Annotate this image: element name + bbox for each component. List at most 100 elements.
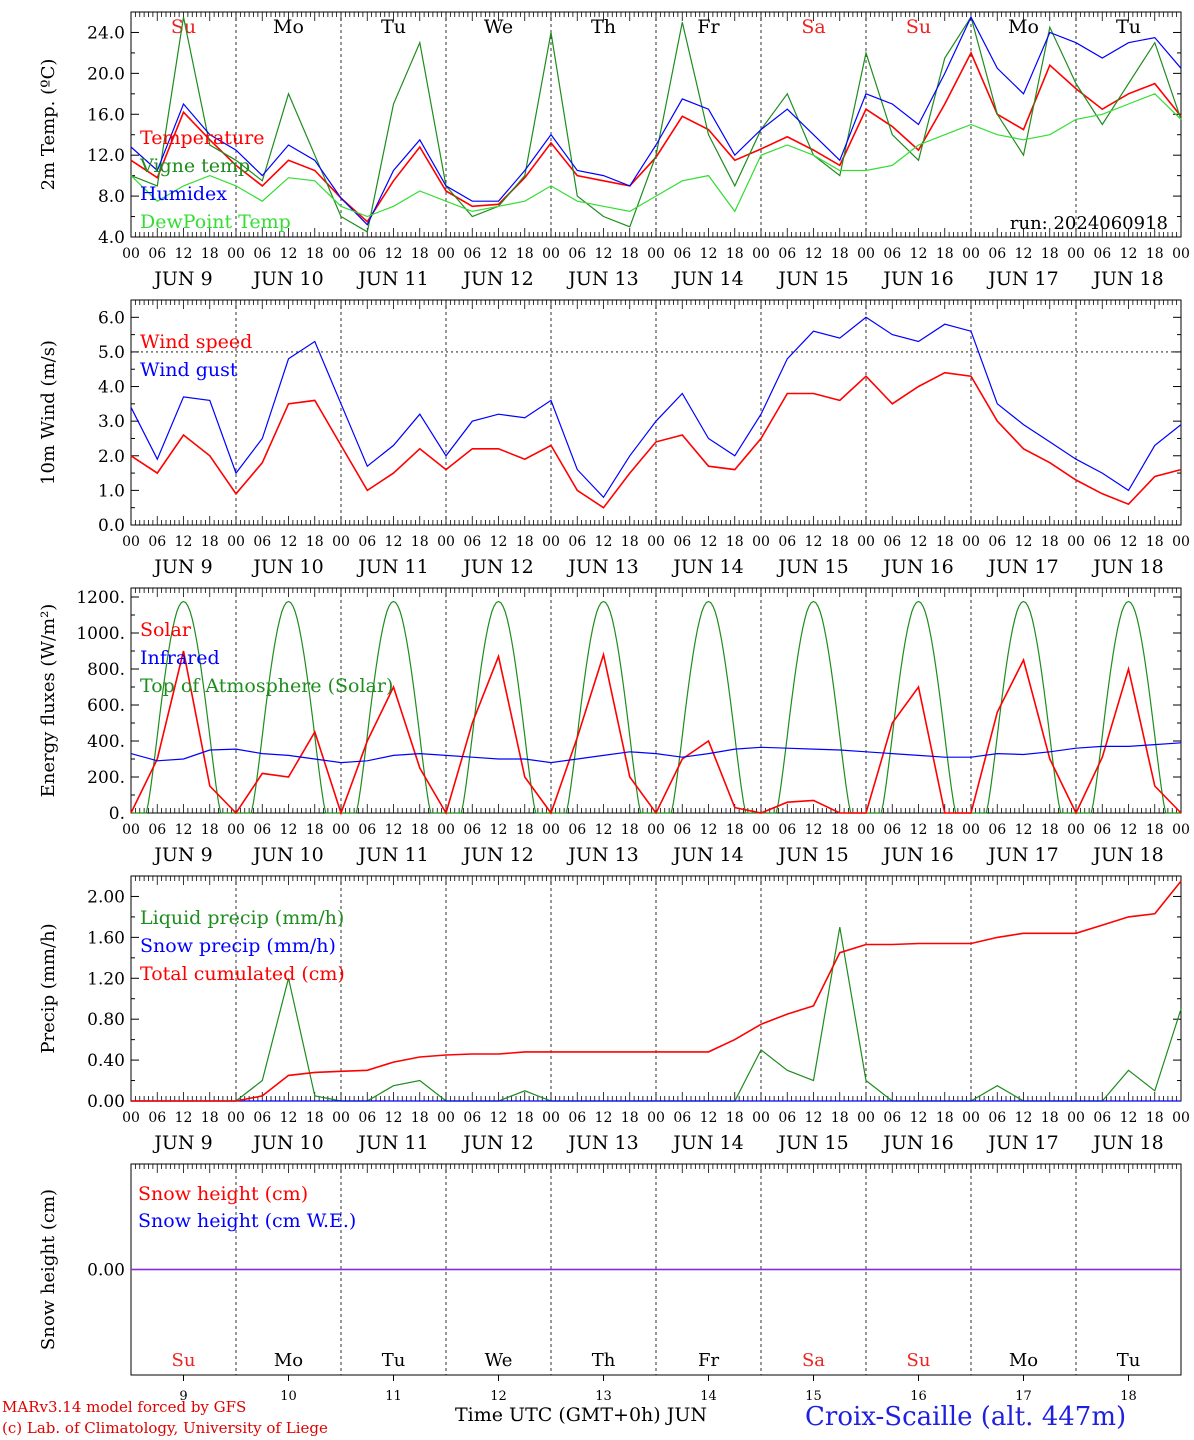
legend-humidex: Humidex bbox=[140, 183, 227, 205]
legend-top-of-atmosphere-solar-: Top of Atmosphere (Solar) bbox=[140, 675, 393, 697]
hour-label: 00 bbox=[1067, 246, 1085, 262]
hour-label: 00 bbox=[962, 822, 980, 838]
footer-model: MARv3.14 model forced by GFS bbox=[2, 1398, 247, 1416]
y-tick-label: 0.00 bbox=[87, 1261, 125, 1281]
date-label: JUN 16 bbox=[881, 844, 953, 866]
hour-label: 18 bbox=[1146, 1110, 1164, 1126]
hour-label: 00 bbox=[1172, 822, 1190, 838]
hour-label: 06 bbox=[1093, 534, 1111, 550]
day-number: 14 bbox=[700, 1389, 717, 1404]
date-label: JUN 11 bbox=[356, 556, 428, 578]
hour-label: 00 bbox=[647, 246, 665, 262]
hour-label: 12 bbox=[910, 1110, 928, 1126]
date-label: JUN 14 bbox=[671, 268, 743, 290]
hour-label: 12 bbox=[490, 534, 508, 550]
hour-label: 18 bbox=[516, 822, 534, 838]
y-tick-label: 8.0 bbox=[98, 187, 125, 207]
date-label: JUN 17 bbox=[986, 268, 1058, 290]
legend-liquid-precip-mm-h-: Liquid precip (mm/h) bbox=[140, 907, 344, 929]
hour-label: 18 bbox=[306, 534, 324, 550]
y-tick-label: 5.0 bbox=[98, 343, 125, 363]
y-tick-label: 1000. bbox=[76, 624, 125, 644]
panel-temp: 4.0 8.0 12.0 16.0 20.0 24.0 2m Temp. (ºC) 00 06 1… bbox=[38, 11, 1190, 290]
date-label: JUN 12 bbox=[461, 268, 533, 290]
date-label: JUN 17 bbox=[986, 844, 1058, 866]
legend-solar: Solar bbox=[140, 619, 192, 641]
hour-label: 12 bbox=[280, 822, 298, 838]
hour-label: 06 bbox=[568, 246, 586, 262]
hour-label: 06 bbox=[358, 246, 376, 262]
hour-label: 00 bbox=[647, 822, 665, 838]
date-label: JUN 12 bbox=[461, 556, 533, 578]
y-tick-label: 1.0 bbox=[98, 481, 125, 501]
hour-label: 06 bbox=[358, 822, 376, 838]
hour-label: 18 bbox=[621, 246, 639, 262]
series-line-temperature bbox=[130, 51, 1182, 223]
y-tick-label: 0.00 bbox=[87, 1092, 125, 1112]
hour-label: 00 bbox=[122, 534, 140, 550]
day-name: We bbox=[485, 1350, 513, 1371]
hour-label: 18 bbox=[936, 1110, 954, 1126]
day-number: 16 bbox=[910, 1389, 927, 1404]
date-label: JUN 16 bbox=[881, 1132, 953, 1154]
hour-label: 00 bbox=[332, 822, 350, 838]
y-tick-label: 12.0 bbox=[87, 146, 125, 166]
date-label: JUN 9 bbox=[152, 556, 212, 578]
hour-label: 12 bbox=[1120, 822, 1138, 838]
date-label: JUN 13 bbox=[566, 556, 638, 578]
hour-label: 18 bbox=[936, 822, 954, 838]
hour-label: 06 bbox=[778, 822, 796, 838]
date-label: JUN 12 bbox=[461, 844, 533, 866]
day-name: Mo bbox=[1009, 1350, 1038, 1371]
panel-wind: 0.0 1.0 2.0 3.0 4.0 5.0 6.0 10m Wind (m/s) 00 06 1… bbox=[38, 299, 1190, 578]
panel-energy: 0. 200. 400. 600. 800. 1000. 1200. Energy fluxe… bbox=[38, 587, 1190, 866]
hour-label: 06 bbox=[1093, 246, 1111, 262]
hour-label: 06 bbox=[358, 534, 376, 550]
date-label: JUN 18 bbox=[1091, 268, 1163, 290]
hour-label: 00 bbox=[752, 534, 770, 550]
y-tick-label: 800. bbox=[87, 660, 125, 680]
hour-label: 18 bbox=[201, 246, 219, 262]
hour-label: 18 bbox=[306, 246, 324, 262]
hour-label: 06 bbox=[148, 822, 166, 838]
hour-label: 18 bbox=[831, 534, 849, 550]
hour-label: 18 bbox=[1041, 822, 1059, 838]
day-name: Th bbox=[591, 16, 616, 38]
hour-label: 18 bbox=[1146, 246, 1164, 262]
day-name: Su bbox=[172, 1350, 196, 1371]
date-label: JUN 17 bbox=[986, 1132, 1058, 1154]
hour-label: 12 bbox=[385, 822, 403, 838]
hour-label: 06 bbox=[673, 246, 691, 262]
footer-station: Croix-Scaille (alt. 447m) bbox=[805, 1402, 1127, 1432]
y-tick-label: 16.0 bbox=[87, 105, 125, 125]
y-axis-label: 10m Wind (m/s) bbox=[38, 340, 59, 485]
hour-label: 12 bbox=[280, 246, 298, 262]
legend-infrared: Infrared bbox=[140, 647, 220, 669]
hour-label: 06 bbox=[883, 534, 901, 550]
hour-label: 12 bbox=[700, 246, 718, 262]
legend-snow-height-cm-: Snow height (cm) bbox=[138, 1183, 308, 1205]
hour-label: 12 bbox=[1015, 246, 1033, 262]
date-label: JUN 15 bbox=[776, 268, 848, 290]
day-name: Sa bbox=[802, 1350, 825, 1371]
hour-label: 00 bbox=[857, 1110, 875, 1126]
hour-label: 00 bbox=[542, 1110, 560, 1126]
hour-label: 12 bbox=[175, 246, 193, 262]
hour-label: 00 bbox=[227, 246, 245, 262]
hour-label: 18 bbox=[831, 1110, 849, 1126]
hour-label: 18 bbox=[516, 534, 534, 550]
hour-label: 00 bbox=[857, 534, 875, 550]
y-axis-label: 2m Temp. (ºC) bbox=[38, 59, 59, 191]
hour-label: 00 bbox=[542, 534, 560, 550]
hour-label: 18 bbox=[936, 534, 954, 550]
hour-label: 12 bbox=[595, 246, 613, 262]
date-label: JUN 15 bbox=[776, 844, 848, 866]
hour-label: 12 bbox=[910, 534, 928, 550]
hour-label: 06 bbox=[988, 534, 1006, 550]
panel-precip: 0.00 0.40 0.80 1.20 1.60 2.00 Precip (mm/h) 00 0… bbox=[38, 875, 1190, 1154]
hour-label: 06 bbox=[673, 822, 691, 838]
legend-dewpoint-temp: DewPoint Temp bbox=[140, 211, 291, 233]
hour-label: 18 bbox=[1041, 1110, 1059, 1126]
hour-label: 00 bbox=[227, 1110, 245, 1126]
y-tick-label: 2.00 bbox=[87, 887, 125, 907]
